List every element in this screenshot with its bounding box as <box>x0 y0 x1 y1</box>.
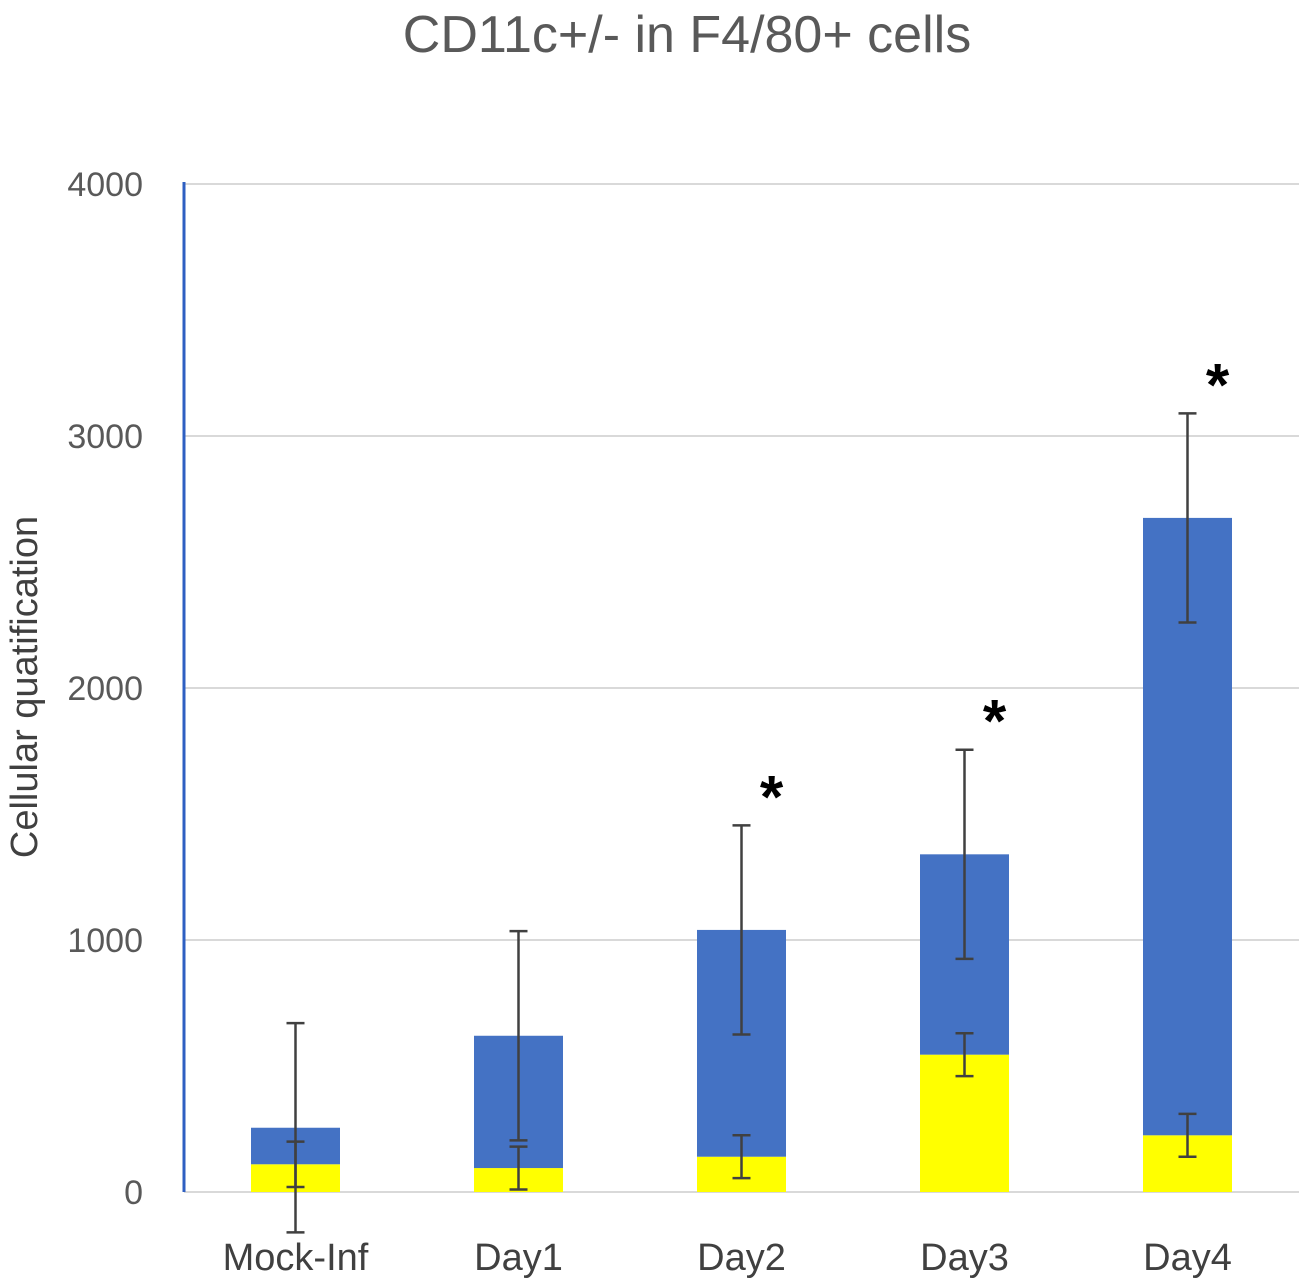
significance-asterisk: * <box>1206 351 1230 418</box>
y-axis-label: Cellular quatification <box>4 516 46 858</box>
y-tick-label: 3000 <box>67 418 143 456</box>
significance-markers: * * * <box>760 351 1230 830</box>
y-tick-label: 4000 <box>67 166 143 204</box>
x-category-label: Day2 <box>697 1237 786 1279</box>
y-tick-labels: 0 1000 2000 3000 4000 <box>67 166 143 1212</box>
error-bars <box>286 412 1197 1234</box>
significance-asterisk: * <box>760 763 784 830</box>
gridlines <box>184 183 1299 1193</box>
x-category-label: Day3 <box>920 1237 1009 1279</box>
bar-yellow-day3 <box>920 1054 1009 1192</box>
significance-asterisk: * <box>983 688 1007 755</box>
chart-title: CD11c+/- in F4/80+ cells <box>403 6 971 64</box>
x-category-label: Day4 <box>1143 1237 1232 1279</box>
bars <box>251 517 1232 1192</box>
y-tick-label: 0 <box>124 1174 143 1212</box>
y-tick-label: 1000 <box>67 922 143 960</box>
x-category-label: Mock-Inf <box>223 1237 369 1279</box>
x-category-labels: Mock-Inf Day1 Day2 Day3 Day4 <box>223 1237 1232 1279</box>
x-category-label: Day1 <box>474 1237 563 1279</box>
y-tick-label: 2000 <box>67 670 143 708</box>
